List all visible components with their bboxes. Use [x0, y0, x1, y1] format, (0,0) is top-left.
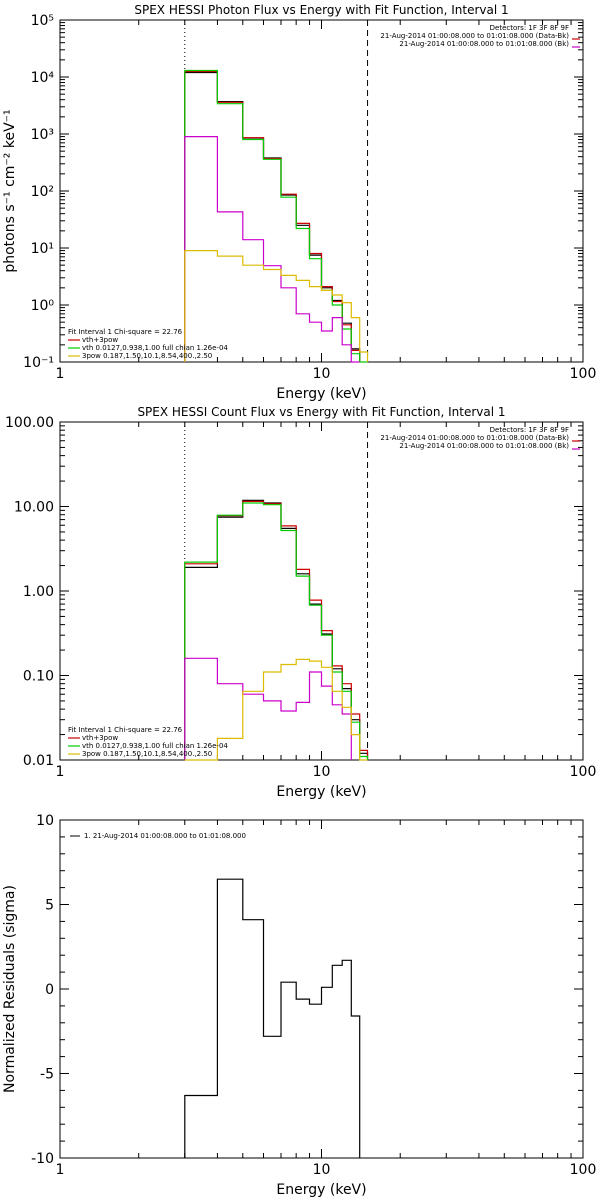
legend-label: 1. 21-Aug-2014 01:00:08.000 to 01:01:08.… [84, 832, 246, 840]
series-powerlaw [184, 658, 368, 761]
chart-title: SPEX HESSI Count Flux vs Energy with Fit… [137, 405, 505, 419]
series-bk [184, 70, 361, 362]
x-tick-label: 10 [313, 366, 331, 382]
chart-panel-1: 1 10 100 10⁻¹ 10⁰ 10¹ 10² 10³ 10⁴ 10⁵ SPEX HESSI P… [2, 3, 596, 402]
fit-info-text: 3pow 0.187,1.50,10.1,8.54,400.,2.50 [82, 352, 212, 360]
y-tick-label: 10⁻¹ [23, 355, 54, 371]
series-bk [184, 500, 369, 760]
x-axis-label: Energy (keV) [276, 1182, 366, 1198]
series-data [184, 71, 361, 362]
header-text: 21-Aug-2014 01:00:08.000 to 01:01:08.000… [399, 40, 569, 48]
series-total [184, 69, 368, 363]
y-axis-label: Normalized Residuals (sigma) [2, 885, 18, 1093]
fit-info-text: vth 0.0127,0.938,1.00 full chian 1.26e-0… [82, 344, 228, 352]
chart-panel-3: 1 10 100 -10 -5 0 5 10 Energy (keV) Normalized Re… [2, 813, 596, 1198]
header-text: 21-Aug-2014 01:00:08.000 to 01:01:08.000… [380, 32, 569, 40]
header-text: 21-Aug-2014 01:00:08.000 to 01:01:08.000… [380, 434, 569, 442]
plot-frame [59, 421, 584, 761]
series-powerlaw [184, 250, 369, 362]
y-tick-label: 10² [31, 184, 54, 200]
x-axis-label: Energy (keV) [276, 784, 366, 800]
x-tick-label: 100 [570, 366, 597, 382]
x-tick-label: 1 [56, 1162, 65, 1178]
plot-frame [59, 19, 584, 363]
y-tick-label: 10.00 [14, 500, 54, 516]
y-tick-label: 10 [36, 813, 54, 829]
fit-info-text: vth+3pow [82, 734, 118, 742]
y-tick-label: 5 [45, 898, 54, 914]
series-thermal [184, 657, 352, 760]
y-tick-label: -10 [31, 1151, 54, 1167]
x-tick-label: 10 [313, 1162, 331, 1178]
header-text: 21-Aug-2014 01:00:08.000 to 01:01:08.000… [399, 442, 569, 450]
fit-info-text: vth 0.0127,0.938,1.00 full chian 1.26e-0… [82, 742, 228, 750]
fit-info-text: 3pow 0.187,1.50,10.1,8.54,400.,2.50 [82, 750, 212, 758]
x-tick-label: 100 [570, 764, 597, 780]
x-tick-label: 1 [56, 366, 65, 382]
chart-panel-2: 1 10 100 0.01 0.10 1.00 10.00 100.00 SPEX HESSI … [5, 405, 596, 800]
y-tick-label: 0.10 [23, 669, 54, 685]
fit-info-text: Fit Interval 1 Chi-square = 22.76 [68, 726, 183, 734]
y-tick-label: 10⁴ [31, 70, 55, 86]
x-axis-label: Energy (keV) [276, 386, 366, 402]
y-tick-label: 10³ [31, 127, 54, 143]
y-tick-label: 10⁵ [31, 13, 54, 29]
fit-info-text: vth+3pow [82, 336, 118, 344]
x-tick-label: 1 [56, 764, 65, 780]
y-tick-label: -5 [40, 1067, 54, 1083]
series-thermal [184, 136, 360, 363]
series-data [184, 878, 361, 1158]
fit-info-text: Fit Interval 1 Chi-square = 22.76 [68, 328, 183, 336]
y-tick-label: 1.00 [23, 584, 54, 600]
y-axis-label: photons s⁻¹ cm⁻² keV⁻¹ [2, 109, 18, 272]
x-tick-label: 100 [570, 1162, 597, 1178]
y-tick-label: 100.00 [5, 415, 54, 431]
y-tick-label: 10¹ [31, 241, 54, 257]
y-tick-label: 10⁰ [31, 298, 55, 314]
x-tick-label: 10 [313, 764, 331, 780]
chart-title: SPEX HESSI Photon Flux vs Energy with Fi… [134, 3, 508, 17]
series-total [184, 502, 369, 760]
y-tick-label: 0 [45, 982, 54, 998]
header-text: Detectors: 1F 3F 8F 9F [490, 24, 569, 32]
header-text: Detectors: 1F 3F 8F 9F [490, 426, 569, 434]
y-tick-label: 0.01 [23, 753, 54, 769]
series-data [184, 499, 369, 760]
